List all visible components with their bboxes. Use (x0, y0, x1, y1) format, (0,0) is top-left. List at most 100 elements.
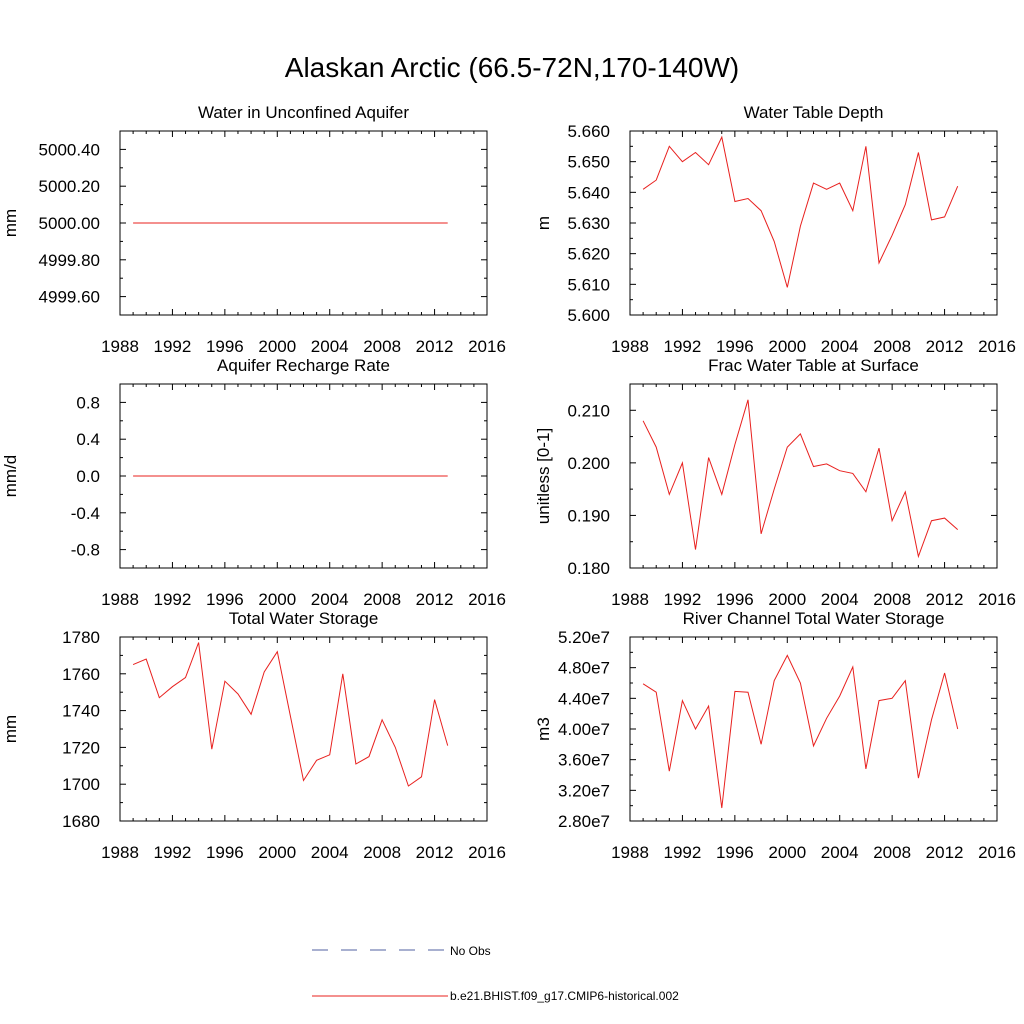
plot-frame (119, 636, 488, 822)
panel-3: Aquifer Recharge Rate mm/d 1988 1992 1996 200… (1, 356, 506, 609)
y-tick-label: 4999.80 (39, 251, 100, 270)
series-line (642, 135, 959, 288)
x-tick-label: 2016 (978, 590, 1016, 609)
panels: Water in Unconfined Aquifer mm 1988 1992 199… (1, 103, 1016, 862)
x-tick-label: 1988 (101, 337, 139, 356)
x-tick-label: 1996 (206, 337, 244, 356)
y-tick-label: 5.630 (567, 214, 610, 233)
x-tick-label: 2008 (363, 843, 401, 862)
x-tick-label: 2012 (416, 843, 454, 862)
panel-2: Water Table Depth m 1988 1992 1996 2000 2004 20… (534, 103, 1016, 356)
x-tick-label: 2008 (873, 843, 911, 862)
panel-title: Water Table Depth (744, 103, 884, 122)
y-tick-label: 0.200 (567, 454, 610, 473)
y-tick-label: 4.00e7 (558, 720, 610, 739)
x-tick-label: 2000 (258, 590, 296, 609)
y-tick-label: 2.80e7 (558, 812, 610, 831)
panel-5: Total Water Storage mm 1988 1992 1996 2000 200… (1, 609, 506, 862)
x-tick-label: 1992 (154, 337, 192, 356)
y-tick-label: 1760 (62, 665, 100, 684)
x-tick-label: 1996 (206, 590, 244, 609)
x-tick-label: 1992 (154, 843, 192, 862)
x-tick-label: 1992 (154, 590, 192, 609)
legend: No Obs b.e21.BHIST.f09_g17.CMIP6-histori… (312, 944, 679, 1003)
y-tick-label: 0.4 (76, 430, 100, 449)
x-tick-label: 2004 (311, 843, 349, 862)
y-tick-label: 1740 (62, 702, 100, 721)
y-tick-label: 5.660 (567, 122, 610, 141)
panel-title: River Channel Total Water Storage (683, 609, 945, 628)
x-tick-label: 2000 (768, 843, 806, 862)
series-line (132, 642, 449, 787)
plot-frame (629, 636, 998, 822)
x-tick-label: 1992 (664, 590, 702, 609)
figure-title: Alaskan Arctic (66.5-72N,170-140W) (284, 52, 740, 83)
x-tick-label: 1996 (716, 843, 754, 862)
x-tick-label: 2012 (416, 337, 454, 356)
x-tick-label: 2016 (468, 590, 506, 609)
legend-model-label: b.e21.BHIST.f09_g17.CMIP6-historical.002 (450, 989, 679, 1003)
y-tick-label: 1700 (62, 775, 100, 794)
x-tick-label: 2016 (468, 337, 506, 356)
panel-4: Frac Water Table at Surface unitless [0-1… (534, 356, 1016, 609)
x-tick-label: 2012 (926, 337, 964, 356)
x-tick-label: 2000 (258, 843, 296, 862)
y-tick-label: 3.20e7 (558, 781, 610, 800)
y-tick-label: 5.620 (567, 245, 610, 264)
y-tick-label: -0.4 (71, 504, 100, 523)
y-tick-label: 5.650 (567, 153, 610, 172)
y-tick-label: 0.210 (567, 401, 610, 420)
panel-title: Aquifer Recharge Rate (217, 356, 390, 375)
y-tick-label: 5000.00 (39, 214, 100, 233)
x-tick-label: 1988 (611, 590, 649, 609)
x-tick-label: 2000 (768, 590, 806, 609)
panel-title: Total Water Storage (229, 609, 379, 628)
y-tick-label: 0.180 (567, 559, 610, 578)
x-tick-label: 1992 (664, 843, 702, 862)
y-tick-label: 0.190 (567, 506, 610, 525)
y-tick-label: -0.8 (71, 541, 100, 560)
y-tick-label: 4.80e7 (558, 659, 610, 678)
x-tick-label: 2004 (821, 590, 859, 609)
panel-6: River Channel Total Water Storage m3 1988 1… (534, 609, 1016, 862)
x-tick-label: 2012 (416, 590, 454, 609)
y-axis-label: unitless [0-1] (534, 428, 553, 524)
y-tick-label: 5000.20 (39, 177, 100, 196)
x-tick-label: 1988 (101, 590, 139, 609)
y-axis-label: m3 (534, 717, 553, 741)
x-tick-label: 1988 (611, 337, 649, 356)
y-axis-label: m (534, 216, 553, 230)
y-axis-label: mm/d (1, 455, 20, 498)
x-tick-label: 2000 (258, 337, 296, 356)
series-line (642, 654, 959, 809)
x-tick-label: 2012 (926, 590, 964, 609)
y-axis-label: mm (1, 209, 20, 237)
plot-frame (629, 130, 998, 316)
y-tick-label: 1680 (62, 812, 100, 831)
y-tick-label: 5.640 (567, 183, 610, 202)
x-tick-label: 2016 (468, 843, 506, 862)
x-tick-label: 2000 (768, 337, 806, 356)
x-tick-label: 2008 (363, 337, 401, 356)
y-tick-label: 4999.60 (39, 288, 100, 307)
panel-title: Water in Unconfined Aquifer (198, 103, 409, 122)
x-tick-label: 2016 (978, 843, 1016, 862)
x-tick-label: 1992 (664, 337, 702, 356)
y-tick-label: 5.600 (567, 306, 610, 325)
x-tick-label: 2004 (311, 337, 349, 356)
y-axis-label: mm (1, 715, 20, 743)
x-tick-label: 2012 (926, 843, 964, 862)
plot-frame (629, 383, 998, 569)
x-tick-label: 1996 (206, 843, 244, 862)
x-tick-label: 2008 (873, 337, 911, 356)
x-tick-label: 1996 (716, 590, 754, 609)
legend-obs-label: No Obs (450, 944, 491, 958)
y-tick-label: 0.0 (76, 467, 100, 486)
x-tick-label: 2004 (311, 590, 349, 609)
y-tick-label: 4.40e7 (558, 689, 610, 708)
y-tick-label: 5.610 (567, 275, 610, 294)
y-tick-label: 3.60e7 (558, 751, 610, 770)
series-line (642, 399, 959, 559)
x-tick-label: 2008 (873, 590, 911, 609)
